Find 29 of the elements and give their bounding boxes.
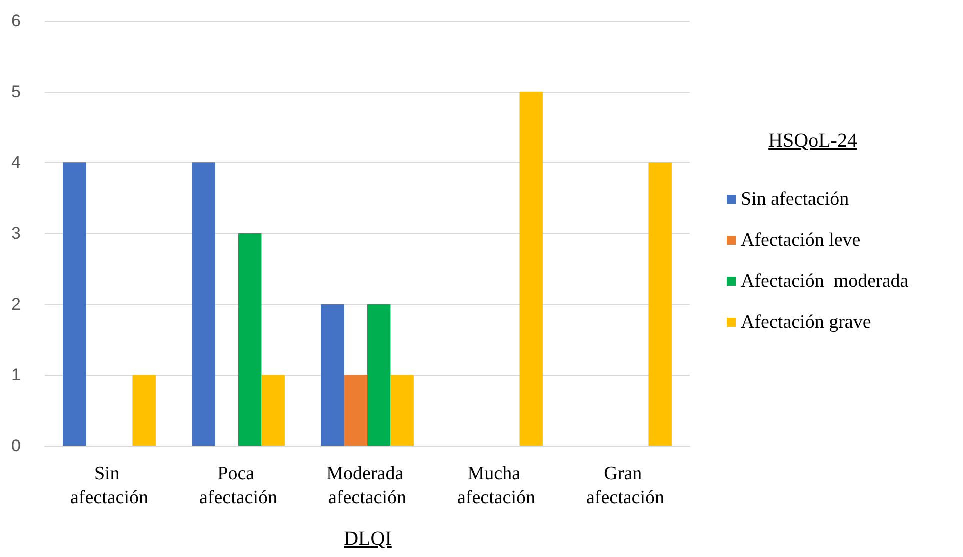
y-tick-label: 3 [12, 224, 21, 243]
legend-label: Afectación grave [741, 312, 872, 333]
bar [238, 234, 262, 446]
y-tick-label: 0 [12, 436, 21, 456]
x-tick-label: Mucha afectación [457, 464, 536, 508]
y-tick-label: 4 [12, 153, 21, 172]
x-tick-label: Gran afectación [586, 464, 666, 508]
bar [262, 375, 285, 446]
y-tick-label: 6 [12, 12, 21, 30]
bar [368, 304, 391, 446]
y-tick-label: 2 [12, 294, 21, 314]
bar [520, 92, 543, 446]
bar [63, 162, 86, 446]
legend-label: Sin afectación [741, 189, 850, 210]
bar [132, 375, 156, 446]
y-tick-label: 1 [12, 366, 21, 385]
bar [390, 375, 414, 446]
legend-label: Afectación leve [741, 230, 861, 251]
x-tick-label: Poca afectación [199, 464, 278, 508]
bar [192, 162, 216, 446]
bar [648, 162, 672, 446]
y-tick-label: 5 [12, 82, 21, 102]
legend-label: Afectación moderada [741, 271, 910, 292]
x-tick-label: Moderada afectación [326, 464, 408, 508]
x-axis-title: DLQI [344, 528, 392, 551]
bar [344, 375, 368, 446]
x-tick-label: Sin afectación [70, 464, 150, 508]
legend-title: HSQoL-24 [768, 130, 858, 153]
bar [321, 304, 344, 446]
